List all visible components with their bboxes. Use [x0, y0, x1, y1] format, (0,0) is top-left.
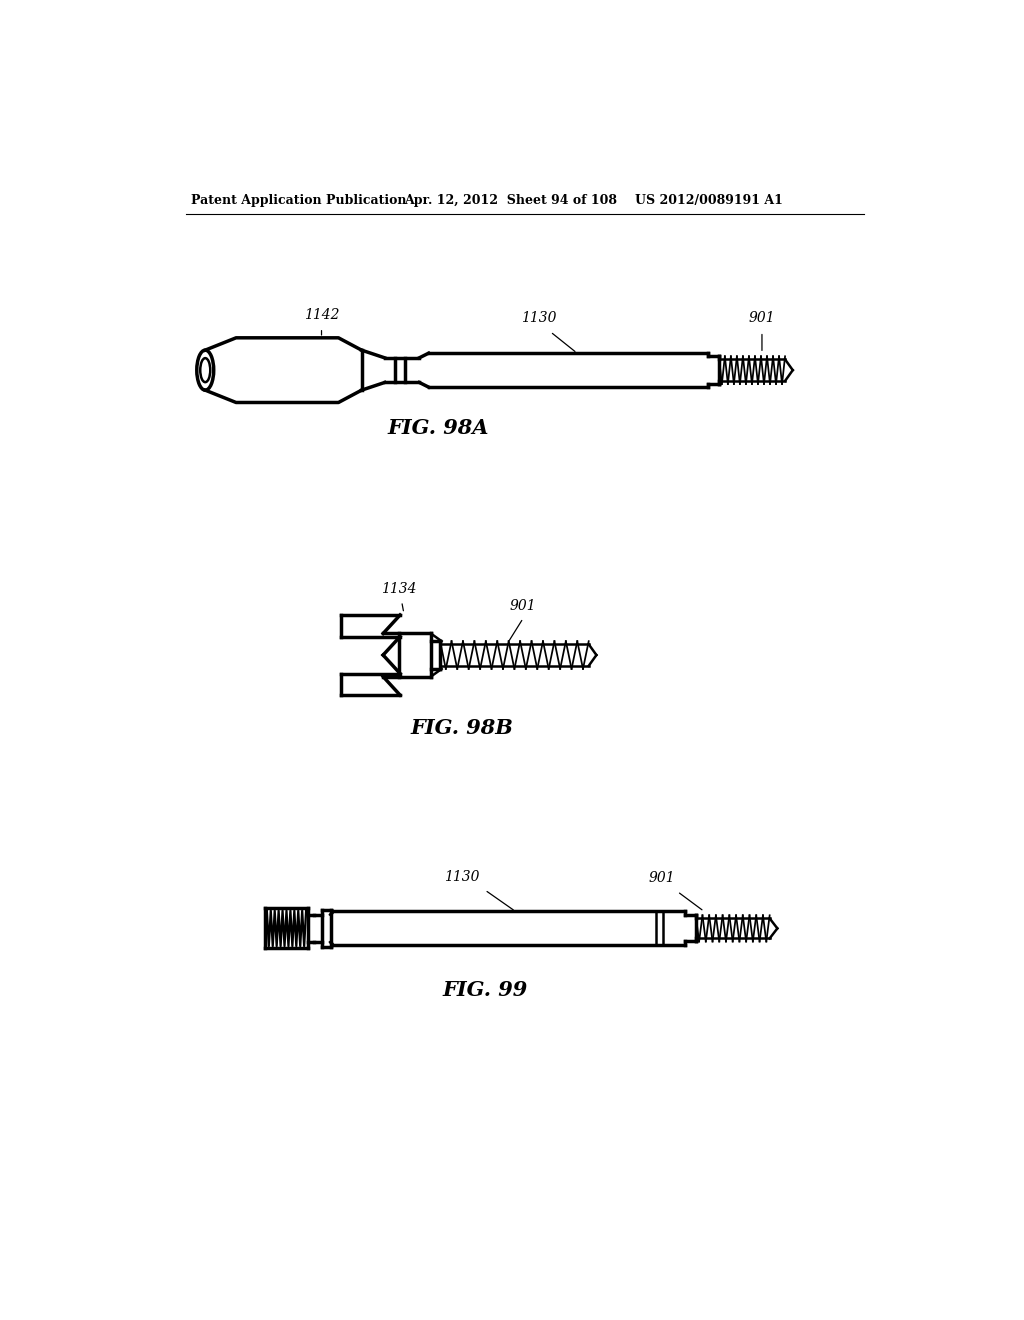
Text: 1130: 1130 [444, 870, 479, 884]
Text: 1134: 1134 [381, 582, 417, 595]
Text: Apr. 12, 2012  Sheet 94 of 108: Apr. 12, 2012 Sheet 94 of 108 [403, 194, 616, 207]
Text: FIG. 98A: FIG. 98A [388, 418, 489, 438]
Text: Patent Application Publication: Patent Application Publication [190, 194, 407, 207]
Text: FIG. 99: FIG. 99 [442, 979, 527, 1001]
Text: 901: 901 [510, 599, 537, 612]
Text: US 2012/0089191 A1: US 2012/0089191 A1 [635, 194, 782, 207]
Text: 1142: 1142 [304, 309, 339, 322]
Text: 1130: 1130 [521, 312, 556, 326]
Text: 901: 901 [648, 871, 675, 886]
Text: 901: 901 [749, 312, 775, 326]
Text: FIG. 98B: FIG. 98B [411, 718, 513, 738]
